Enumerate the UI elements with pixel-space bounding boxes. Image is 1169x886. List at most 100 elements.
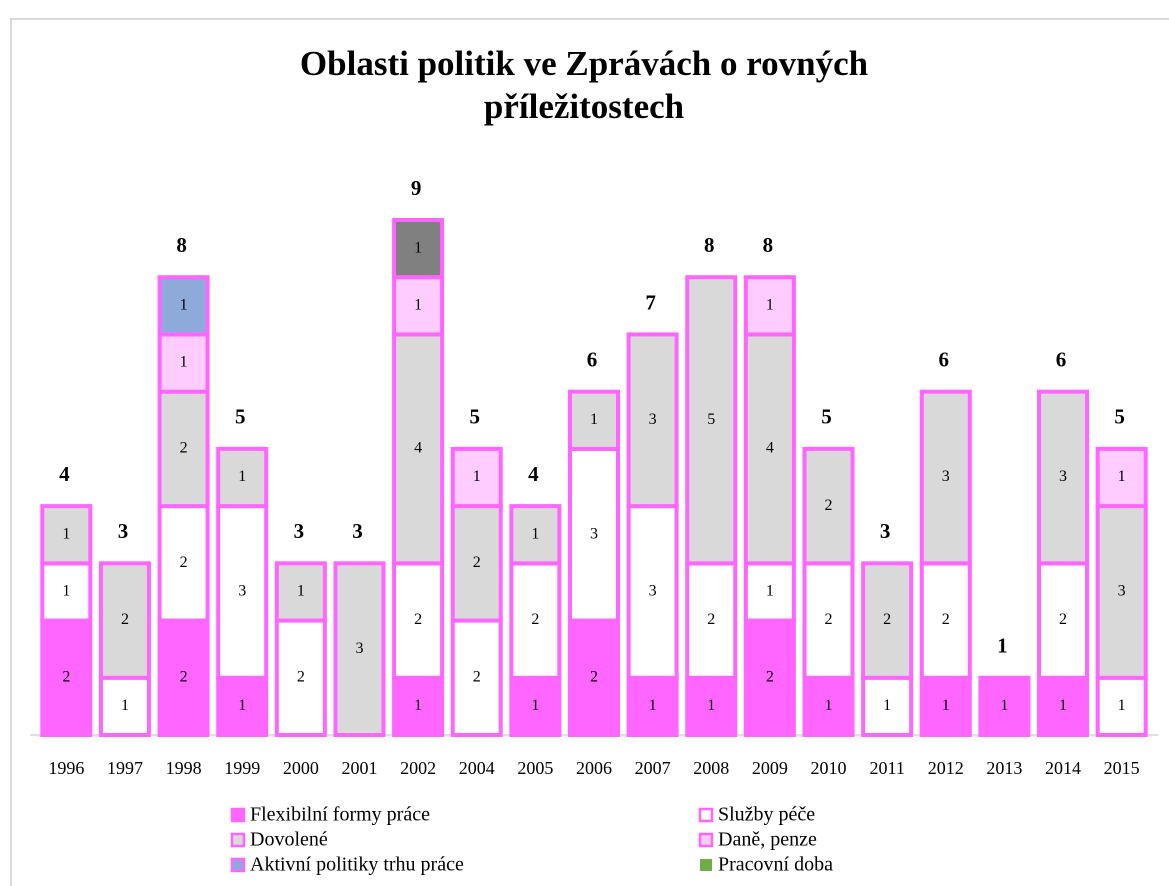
chart-title: Oblasti politik ve Zprávách o rovných př… bbox=[299, 44, 869, 126]
bar-segment bbox=[392, 332, 445, 566]
segment-label: 1 bbox=[180, 297, 188, 314]
bar-segment bbox=[685, 561, 738, 680]
bar-segment bbox=[1037, 389, 1090, 566]
bar-segment bbox=[450, 504, 503, 623]
chart-frame bbox=[10, 18, 1169, 886]
segment-label: 2 bbox=[590, 668, 598, 685]
bar-segment bbox=[40, 504, 93, 566]
legend-label: Pracovní doba bbox=[718, 854, 833, 876]
bar-segment bbox=[685, 275, 738, 566]
total-label: 6 bbox=[587, 347, 598, 371]
segment-label: 1 bbox=[62, 583, 70, 600]
bar-segment bbox=[626, 332, 679, 509]
bar-segment bbox=[919, 561, 972, 680]
x-tick-label: 2008 bbox=[693, 758, 729, 778]
x-tick-label: 1997 bbox=[107, 758, 143, 778]
bar-segment bbox=[392, 218, 445, 280]
segment-label: 5 bbox=[707, 411, 715, 428]
bar-segment bbox=[157, 332, 210, 394]
x-tick-label: 2012 bbox=[928, 758, 964, 778]
bar-segment bbox=[509, 561, 562, 680]
segment-label: 2 bbox=[883, 611, 891, 628]
bar-segment bbox=[509, 504, 562, 566]
segment-label: 1 bbox=[238, 468, 246, 485]
x-tick-label: 2005 bbox=[517, 758, 553, 778]
bar-segment bbox=[392, 561, 445, 680]
total-label: 3 bbox=[294, 519, 305, 543]
segment-label: 1 bbox=[1000, 697, 1008, 714]
bar-segment bbox=[802, 675, 855, 737]
legend-label: Aktivní politiky trhu práce bbox=[250, 854, 464, 876]
segment-label: 3 bbox=[1118, 583, 1126, 600]
segment-label: 2 bbox=[766, 668, 774, 685]
bar-segment bbox=[743, 275, 796, 337]
segment-label: 2 bbox=[942, 611, 950, 628]
segment-label: 1 bbox=[1118, 697, 1126, 714]
legend-label: Služby péče bbox=[718, 804, 815, 826]
bar-segment bbox=[919, 675, 972, 737]
bar-segment bbox=[157, 504, 210, 623]
bar-segment bbox=[392, 275, 445, 337]
segment-label: 3 bbox=[355, 640, 363, 657]
bar-segment bbox=[919, 389, 972, 566]
segment-label: 2 bbox=[531, 611, 539, 628]
segment-label: 2 bbox=[180, 668, 188, 685]
segment-label: 3 bbox=[942, 468, 950, 485]
segment-label: 1 bbox=[297, 583, 305, 600]
legend-swatch bbox=[700, 859, 712, 871]
segment-label: 1 bbox=[180, 354, 188, 371]
legend-swatch bbox=[230, 807, 246, 823]
total-label: 8 bbox=[763, 233, 774, 257]
bar-segment bbox=[216, 504, 269, 680]
bar-segment bbox=[509, 675, 562, 737]
bar-segment bbox=[802, 561, 855, 680]
total-label: 4 bbox=[59, 462, 70, 486]
bar-segment bbox=[1095, 675, 1148, 737]
x-tick-label: 1996 bbox=[48, 758, 84, 778]
x-tick-label: 2000 bbox=[283, 758, 319, 778]
legend-label: Daně, penze bbox=[718, 829, 817, 851]
segment-label: 3 bbox=[649, 411, 657, 428]
x-tick-label: 2009 bbox=[752, 758, 788, 778]
total-label: 5 bbox=[235, 405, 246, 429]
bar-segment bbox=[40, 561, 93, 623]
x-tick-label: 1998 bbox=[166, 758, 202, 778]
segment-label: 4 bbox=[414, 440, 422, 457]
segment-label: 2 bbox=[180, 554, 188, 571]
x-tick-label: 2011 bbox=[869, 758, 904, 778]
total-label: 9 bbox=[411, 176, 422, 200]
bar-segment bbox=[1095, 446, 1148, 509]
segment-label: 3 bbox=[649, 583, 657, 600]
bar-segment bbox=[743, 332, 796, 566]
segment-label: 1 bbox=[414, 239, 422, 256]
total-label: 3 bbox=[118, 519, 129, 543]
total-label: 5 bbox=[821, 405, 832, 429]
legend-swatch bbox=[230, 857, 246, 873]
bar-segment bbox=[978, 675, 1031, 737]
total-label: 8 bbox=[704, 233, 715, 257]
segment-label: 1 bbox=[531, 697, 539, 714]
total-label: 3 bbox=[352, 519, 363, 543]
bar-segment bbox=[861, 675, 914, 737]
segment-label: 1 bbox=[473, 468, 481, 485]
bar-segment bbox=[392, 675, 445, 737]
segment-label: 2 bbox=[297, 668, 305, 685]
bar-segment bbox=[450, 446, 503, 509]
segment-label: 2 bbox=[825, 497, 833, 514]
bar-segment bbox=[274, 618, 327, 737]
x-tick-label: 2015 bbox=[1104, 758, 1140, 778]
bar-segment bbox=[216, 675, 269, 737]
x-tick-label: 2004 bbox=[459, 758, 495, 778]
segment-label: 2 bbox=[707, 611, 715, 628]
total-label: 8 bbox=[176, 233, 187, 257]
segment-label: 1 bbox=[825, 697, 833, 714]
total-label: 7 bbox=[645, 290, 656, 314]
segment-label: 2 bbox=[825, 611, 833, 628]
bar-segment bbox=[1095, 504, 1148, 680]
bar-segment bbox=[40, 618, 93, 737]
total-label: 6 bbox=[1056, 347, 1067, 371]
segment-label: 2 bbox=[180, 440, 188, 457]
bar-segment bbox=[98, 561, 151, 680]
total-label: 4 bbox=[528, 462, 539, 486]
segment-label: 1 bbox=[121, 697, 129, 714]
